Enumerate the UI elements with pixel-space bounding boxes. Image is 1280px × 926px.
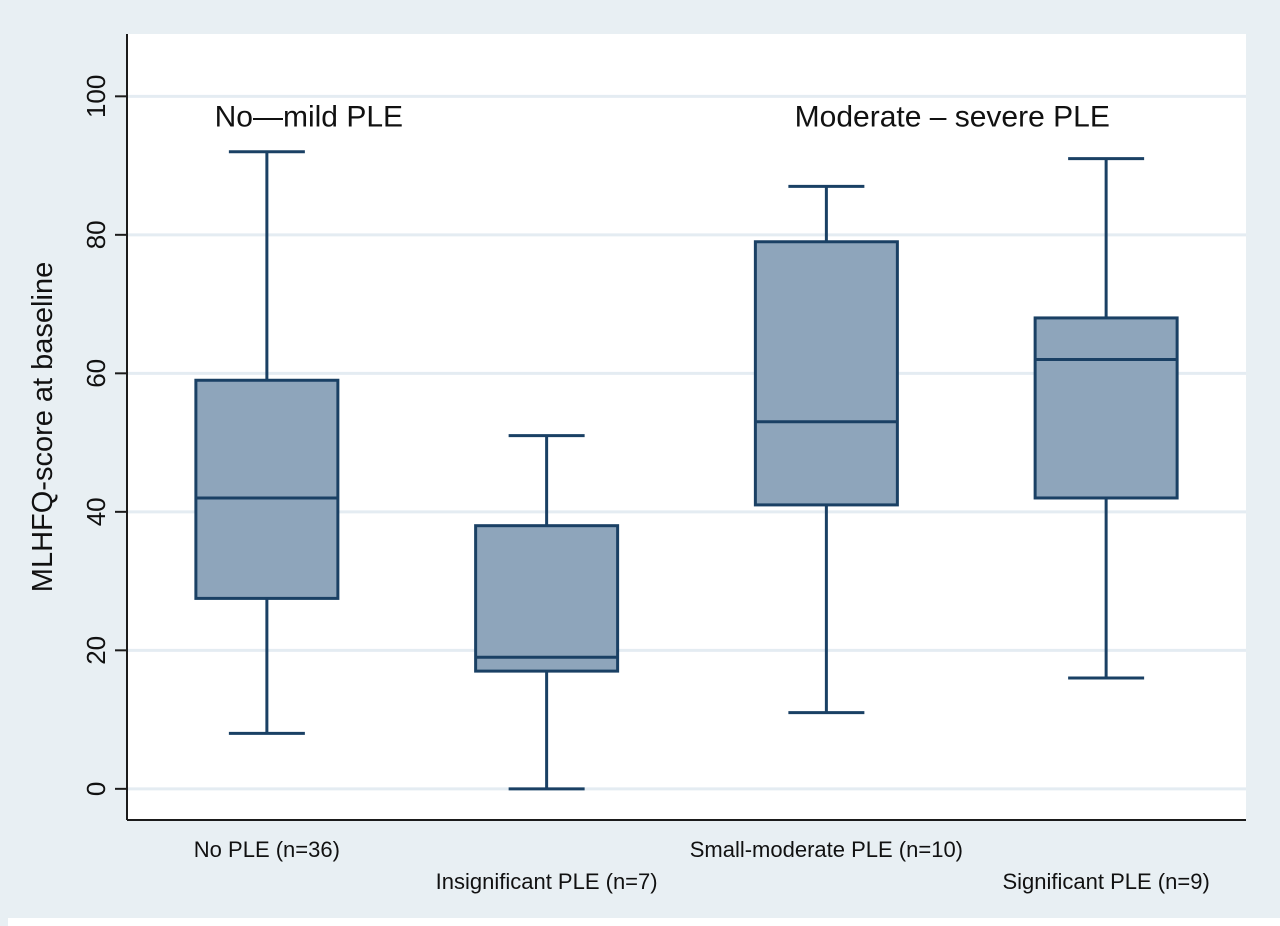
box-iqr — [474, 524, 620, 673]
y-tick-label-20: 20 — [81, 636, 111, 665]
y-tick-label-0: 0 — [81, 782, 111, 796]
y-tick-label-100: 100 — [81, 75, 111, 118]
x-category-label: Insignificant PLE (n=7) — [436, 869, 658, 894]
box-iqr — [753, 240, 899, 507]
bottom-white-strip — [8, 918, 1280, 926]
box-group-2 — [474, 434, 620, 791]
annotation-1: No—mild PLE — [215, 101, 403, 134]
y-tick-label-80: 80 — [81, 220, 111, 249]
x-category-labels: No PLE (n=36) Insignificant PLE (n=7) Smal… — [194, 837, 1210, 894]
box-iqr — [1033, 316, 1179, 500]
y-tick-label-60: 60 — [81, 359, 111, 388]
x-category-label: Small-moderate PLE (n=10) — [690, 837, 963, 862]
box-group-1 — [194, 150, 340, 735]
x-category-label: No PLE (n=36) — [194, 837, 340, 862]
box-iqr — [194, 378, 340, 600]
x-category-label: Significant PLE (n=9) — [1002, 869, 1209, 894]
y-axis-label: MLHFQ-score at baseline — [27, 262, 59, 592]
boxes — [194, 150, 1179, 791]
y-ticks: 0 20 40 60 80 100 — [81, 75, 127, 796]
box-group-4 — [1033, 157, 1179, 680]
group-annotations: No—mild PLE Moderate – severe PLE — [215, 101, 1110, 134]
axes — [126, 34, 1246, 821]
y-tick-label-40: 40 — [81, 497, 111, 526]
box-group-3 — [753, 184, 899, 715]
annotation-2: Moderate – severe PLE — [795, 101, 1110, 134]
